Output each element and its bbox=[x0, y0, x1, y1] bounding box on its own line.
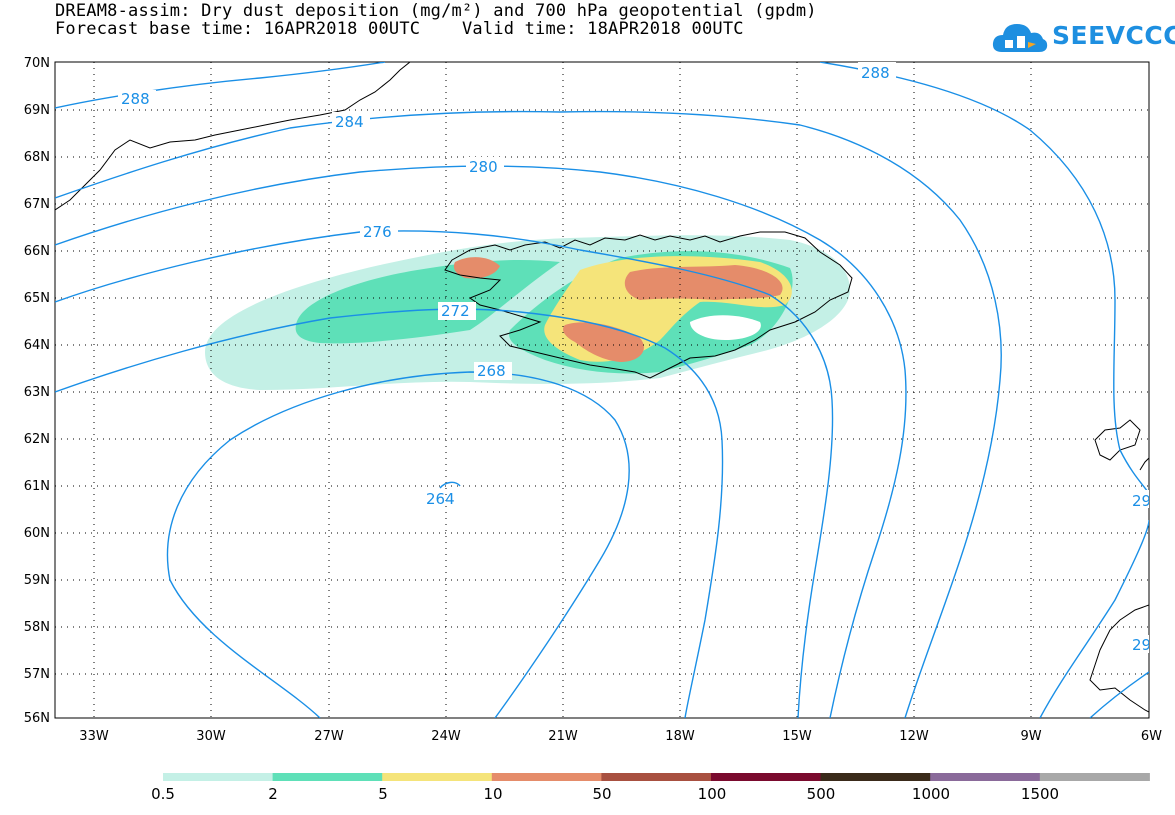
lat-label: 60N bbox=[24, 526, 50, 541]
coastlines bbox=[55, 62, 1149, 713]
legend-swatch bbox=[163, 773, 274, 781]
contour-29x-se bbox=[1089, 671, 1149, 718]
legend-swatch bbox=[1039, 773, 1150, 781]
legend-swatch bbox=[930, 773, 1041, 781]
contour-label-264: 264 bbox=[426, 490, 455, 508]
contour-label-280: 280 bbox=[469, 158, 498, 176]
contour-288-east bbox=[819, 62, 1149, 496]
contour-label-29-southeast: 29 bbox=[1132, 636, 1151, 654]
legend-labels: 0.5 2 5 10 50 100 500 1000 1500 bbox=[151, 785, 1059, 803]
legend-swatch bbox=[491, 773, 602, 781]
dust-area-10 bbox=[624, 265, 783, 300]
contour-label-284: 284 bbox=[335, 113, 364, 131]
lat-label: 58N bbox=[24, 620, 50, 635]
latitude-labels: 70N 69N 68N 67N 66N 65N 64N 63N 62N 61N … bbox=[24, 56, 50, 726]
lat-label: 67N bbox=[24, 197, 50, 212]
contour-29x-east bbox=[1039, 519, 1149, 718]
legend-label: 1500 bbox=[1021, 785, 1059, 803]
lat-label: 65N bbox=[24, 291, 50, 306]
coast-shetland bbox=[1139, 457, 1149, 471]
legend-swatch bbox=[820, 773, 931, 781]
lat-label: 59N bbox=[24, 573, 50, 588]
lat-label: 66N bbox=[24, 244, 50, 259]
coast-faroe bbox=[1094, 419, 1141, 461]
lon-label: 18W bbox=[665, 729, 695, 744]
contour-284 bbox=[55, 110, 1002, 718]
lon-label: 12W bbox=[899, 729, 929, 744]
lon-label: 15W bbox=[782, 729, 812, 744]
lon-label: 33W bbox=[79, 729, 109, 744]
dust-white-gap bbox=[690, 315, 761, 340]
legend-label: 100 bbox=[698, 785, 727, 803]
legend-swatch bbox=[382, 773, 493, 781]
lat-label: 62N bbox=[24, 432, 50, 447]
contour-labels: 288 288 284 280 276 272 268 264 29 29 bbox=[118, 62, 1151, 654]
legend-label: 500 bbox=[807, 785, 836, 803]
dust-area-10b bbox=[563, 322, 644, 362]
map-content: 288 288 284 280 276 272 268 264 29 29 bbox=[55, 62, 1151, 718]
coast-greenland bbox=[55, 62, 411, 211]
contour-label-268: 268 bbox=[477, 362, 506, 380]
lat-label: 70N bbox=[24, 56, 50, 71]
lon-label: 24W bbox=[431, 729, 461, 744]
seevccc-logo: SEEVCCC bbox=[990, 18, 1175, 62]
lat-label: 56N bbox=[24, 711, 50, 726]
map-frame bbox=[54, 61, 1150, 719]
dust-area-10c bbox=[453, 257, 500, 279]
graticule bbox=[55, 62, 1149, 718]
contour-label-272: 272 bbox=[441, 302, 470, 320]
contour-268 bbox=[166, 371, 630, 718]
legend-label: 5 bbox=[378, 785, 388, 803]
lat-label: 57N bbox=[24, 667, 50, 682]
legend-label: 0.5 bbox=[151, 785, 175, 803]
legend-label: 10 bbox=[483, 785, 502, 803]
contour-label-276: 276 bbox=[363, 223, 392, 241]
contour-288-north bbox=[55, 62, 386, 109]
lat-label: 64N bbox=[24, 338, 50, 353]
contour-272 bbox=[55, 308, 724, 718]
contour-276 bbox=[55, 230, 834, 718]
legend-swatch bbox=[601, 773, 712, 781]
logo-text: SEEVCCC bbox=[1052, 21, 1175, 50]
contour-label-288-west: 288 bbox=[121, 90, 150, 108]
legend-label: 50 bbox=[592, 785, 611, 803]
cloud-logo-icon bbox=[992, 24, 1048, 52]
contour-264 bbox=[439, 481, 461, 489]
title-line-2: Forecast base time: 16APR2018 00UTC Vali… bbox=[55, 19, 744, 39]
legend-colorbar bbox=[163, 773, 1150, 781]
legend-swatch bbox=[272, 773, 383, 781]
lon-label: 30W bbox=[196, 729, 226, 744]
lat-label: 69N bbox=[24, 103, 50, 118]
lon-label: 6W bbox=[1141, 729, 1162, 744]
contour-label-288-east: 288 bbox=[861, 64, 890, 82]
contour-label-29-east: 29 bbox=[1132, 492, 1151, 510]
lon-label: 27W bbox=[314, 729, 344, 744]
geopotential-contours bbox=[55, 62, 1149, 718]
coast-scotland bbox=[1089, 604, 1149, 713]
coast-iceland bbox=[444, 231, 853, 379]
legend-label: 1000 bbox=[912, 785, 950, 803]
longitude-labels: 33W 30W 27W 24W 21W 18W 15W 12W 9W 6W bbox=[79, 729, 1162, 744]
lon-label: 21W bbox=[548, 729, 578, 744]
title-line-1: DREAM8-assim: Dry dust deposition (mg/m²… bbox=[55, 1, 817, 21]
lat-label: 61N bbox=[24, 479, 50, 494]
lat-label: 68N bbox=[24, 150, 50, 165]
lat-label: 63N bbox=[24, 385, 50, 400]
legend-swatch bbox=[711, 773, 822, 781]
legend-label: 2 bbox=[268, 785, 278, 803]
contour-280 bbox=[55, 165, 907, 718]
lon-label: 9W bbox=[1020, 729, 1041, 744]
dust-area-2 bbox=[295, 260, 560, 344]
